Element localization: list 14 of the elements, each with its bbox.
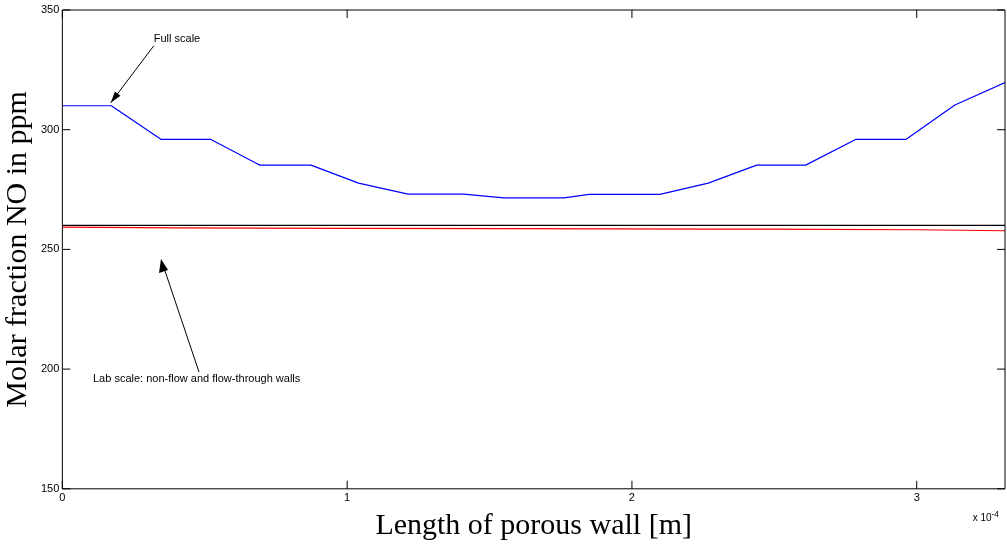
y-tick-label: 150 [40,481,60,494]
y-tick-label: 250 [40,242,60,255]
y-tick-label: 200 [40,362,60,375]
x-tick-label: 0 [59,491,66,504]
x-tick-label: 1 [344,491,351,504]
y-axis-title: Molar fraction NO in ppm [0,91,32,408]
x-tick-label: 3 [913,491,920,504]
annotation: Full scale [153,31,201,44]
annotation: Lab scale: non-flow and flow-through walls [93,372,301,384]
y-tick-label: 300 [40,122,60,135]
y-tick-label: 350 [40,3,60,16]
x-axis-title: Length of porous wall [m] [375,506,692,540]
x-tick-label: 2 [628,491,635,504]
text: x 10$^{-4}$ [972,508,999,524]
